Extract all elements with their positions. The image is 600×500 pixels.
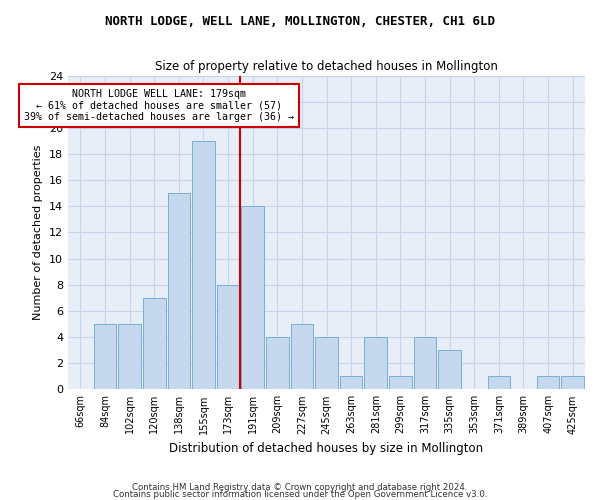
Bar: [562, 376, 584, 390]
Bar: [488, 376, 510, 390]
Bar: [94, 324, 116, 390]
Bar: [167, 193, 190, 390]
Bar: [241, 206, 264, 390]
Text: Contains HM Land Registry data © Crown copyright and database right 2024.: Contains HM Land Registry data © Crown c…: [132, 484, 468, 492]
Bar: [143, 298, 166, 390]
Text: NORTH LODGE, WELL LANE, MOLLINGTON, CHESTER, CH1 6LD: NORTH LODGE, WELL LANE, MOLLINGTON, CHES…: [105, 15, 495, 28]
Text: Contains public sector information licensed under the Open Government Licence v3: Contains public sector information licen…: [113, 490, 487, 499]
Bar: [118, 324, 141, 390]
Y-axis label: Number of detached properties: Number of detached properties: [34, 144, 43, 320]
Bar: [192, 141, 215, 390]
Title: Size of property relative to detached houses in Mollington: Size of property relative to detached ho…: [155, 60, 498, 73]
X-axis label: Distribution of detached houses by size in Mollington: Distribution of detached houses by size …: [169, 442, 484, 455]
Bar: [290, 324, 313, 390]
Text: NORTH LODGE WELL LANE: 179sqm
← 61% of detached houses are smaller (57)
39% of s: NORTH LODGE WELL LANE: 179sqm ← 61% of d…: [24, 88, 294, 122]
Bar: [537, 376, 559, 390]
Bar: [438, 350, 461, 390]
Bar: [217, 284, 239, 390]
Bar: [340, 376, 362, 390]
Bar: [315, 337, 338, 390]
Bar: [389, 376, 412, 390]
Bar: [364, 337, 387, 390]
Bar: [413, 337, 436, 390]
Bar: [266, 337, 289, 390]
